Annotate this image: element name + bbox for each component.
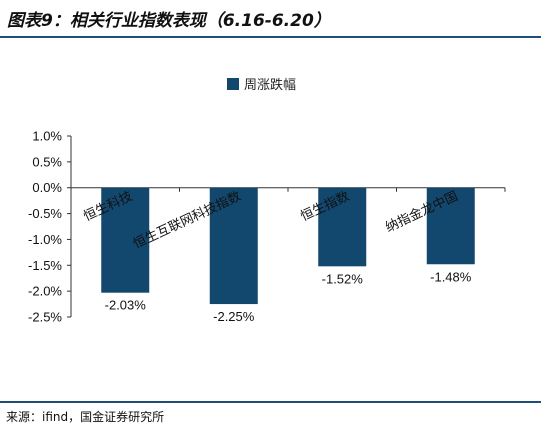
y-tick-label: -1.0% (28, 232, 62, 247)
bar (426, 187, 475, 265)
source-note: 来源：ifind，国金证券研究所 (6, 410, 165, 424)
bar (209, 187, 258, 305)
chart-title: 图表9：相关行业指数表现（6.16-6.20） (7, 11, 331, 31)
data-label: -2.03% (105, 298, 147, 313)
y-tick-label: -2.0% (28, 284, 62, 299)
data-label: -1.48% (430, 269, 472, 284)
legend-swatch (227, 78, 239, 90)
data-label: -2.25% (213, 309, 255, 324)
data-label: -1.52% (322, 271, 364, 286)
y-tick-label: 0.0% (32, 180, 62, 195)
y-tick-label: -0.5% (28, 206, 62, 221)
y-tick-label: -1.5% (28, 258, 62, 273)
bar-chart: 周涨跌幅 1.0% 0.5% 0.0% -0.5% -1.0% -1.5% -2.0% -2.5… (28, 77, 506, 325)
y-tick-label: 0.5% (32, 154, 62, 169)
bar (318, 187, 367, 267)
legend-label: 周涨跌幅 (244, 77, 296, 93)
y-tick-label: 1.0% (32, 129, 62, 144)
footer-divider (0, 401, 541, 403)
y-tick-label: -2.5% (28, 310, 62, 325)
title-divider (0, 36, 541, 38)
bar (101, 187, 150, 293)
